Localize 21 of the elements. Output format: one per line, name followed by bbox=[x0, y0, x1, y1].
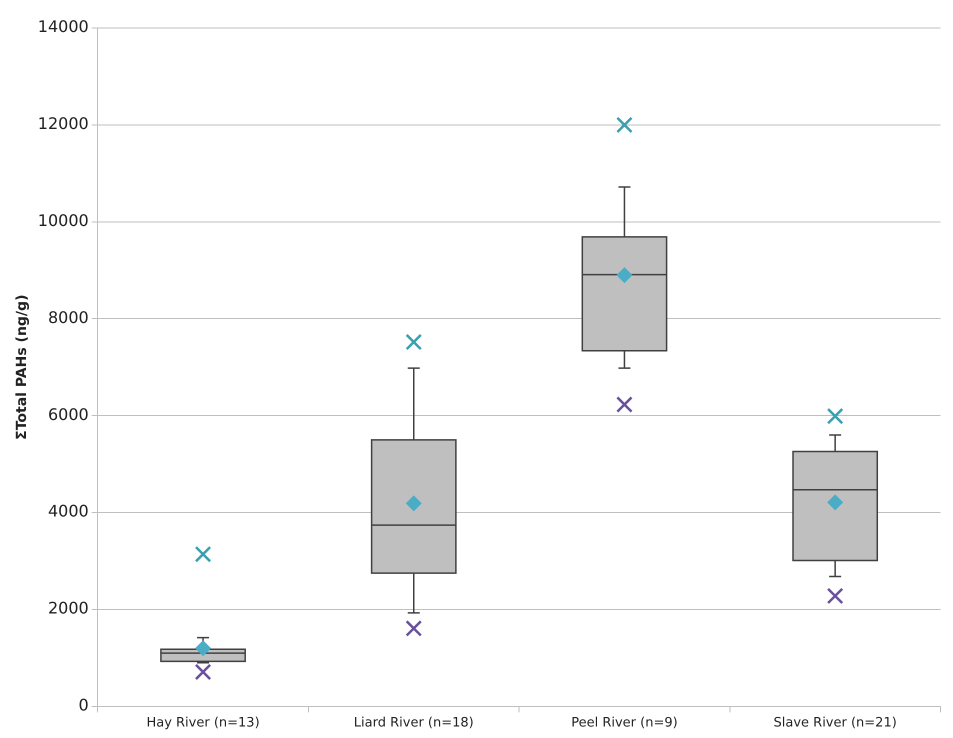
x-tick-label: Peel River (n=9) bbox=[571, 716, 678, 731]
x-tick-label: Slave River (n=21) bbox=[774, 716, 897, 731]
point bbox=[194, 546, 212, 563]
y-tick-label: 10000 bbox=[38, 210, 89, 230]
y-tick-label: 14000 bbox=[38, 17, 89, 36]
point bbox=[616, 396, 633, 413]
x-tick-label: Liard River (n=18) bbox=[354, 716, 474, 731]
point bbox=[826, 408, 844, 424]
y-tick-label: 4000 bbox=[48, 502, 89, 521]
y-tick-label: 6000 bbox=[48, 404, 89, 424]
y-tick-label: 12000 bbox=[38, 114, 89, 134]
point bbox=[405, 334, 422, 350]
y-tick-label: 2000 bbox=[48, 598, 89, 618]
x-tick-label: Hay River (n=13) bbox=[146, 716, 260, 731]
y-tick-label: 8000 bbox=[48, 308, 89, 327]
y-tick-label: 0 bbox=[78, 696, 89, 715]
point bbox=[405, 620, 422, 637]
point bbox=[826, 588, 844, 604]
point bbox=[616, 116, 633, 134]
point bbox=[194, 664, 212, 680]
y-axis-title: ΣTotal PAHs (ng/g) bbox=[14, 294, 30, 440]
